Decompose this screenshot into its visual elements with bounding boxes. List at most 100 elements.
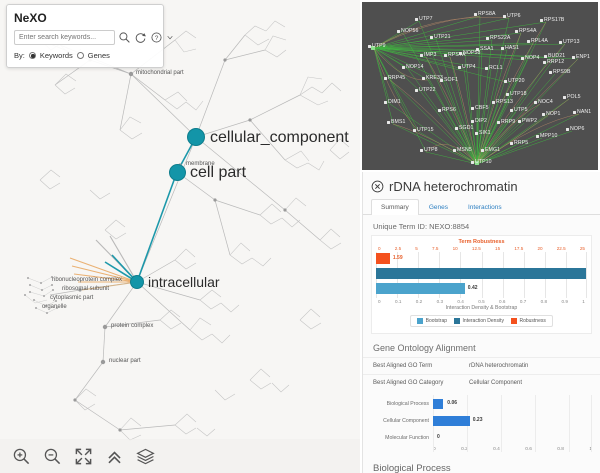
gene-node[interactable] <box>504 80 507 83</box>
legend-wrap: Bootstrap Interaction Density Robustness <box>376 311 587 329</box>
gene-node[interactable] <box>397 30 400 33</box>
gene-node[interactable] <box>422 77 425 80</box>
gene-node[interactable] <box>534 101 537 104</box>
go-bar-row-cellular-component: Cellular Component 0.23 <box>371 412 592 429</box>
gene-node[interactable] <box>459 52 462 55</box>
gene-node[interactable] <box>544 55 547 58</box>
bottom-tick: 0.5 <box>478 299 485 304</box>
gene-node[interactable] <box>471 161 474 164</box>
gene-node[interactable] <box>518 120 521 123</box>
gene-node[interactable] <box>387 121 390 124</box>
go-bar-row-biological-process: Biological Process 0.06 <box>371 395 592 412</box>
tab-genes[interactable]: Genes <box>428 204 448 211</box>
help-icon[interactable]: ? <box>150 31 163 44</box>
legend-swatch-bootstrap <box>417 318 424 324</box>
gene-node[interactable] <box>471 107 474 110</box>
ontology-tree-view[interactable]: cellular_component cell part intracellul… <box>0 0 360 473</box>
chevron-down-icon[interactable] <box>166 31 174 44</box>
gene-node[interactable] <box>510 109 513 112</box>
gene-node[interactable] <box>474 13 477 16</box>
gene-node[interactable] <box>515 30 518 33</box>
gene-node-hub-utp10[interactable] <box>475 161 480 166</box>
gene-node[interactable] <box>485 67 488 70</box>
gene-node[interactable] <box>438 109 441 112</box>
zoom-out-icon[interactable] <box>43 447 62 466</box>
bottom-tick: 0.9 <box>561 299 568 304</box>
go-bar-biological-process <box>433 398 443 409</box>
gene-node[interactable] <box>455 127 458 130</box>
gene-node[interactable] <box>444 54 447 57</box>
gene-interaction-network[interactable]: UTP9 UTP7 NOP56 UTP21 RPS8A UTP6 RPS17B RPS4A RP… <box>362 2 598 170</box>
gene-node[interactable] <box>573 111 576 114</box>
gene-node[interactable] <box>510 142 513 145</box>
search-input[interactable] <box>14 30 115 45</box>
go-value-molecular-function: 0 <box>436 433 440 440</box>
gene-node[interactable] <box>543 61 546 64</box>
gene-node[interactable] <box>453 149 456 152</box>
tree-toolbar[interactable] <box>0 439 360 473</box>
gene-node[interactable] <box>563 96 566 99</box>
go-value-biological-process: 0.06 <box>447 399 458 406</box>
gene-node[interactable] <box>384 77 387 80</box>
zoom-in-icon[interactable] <box>12 447 31 466</box>
gene-node[interactable] <box>475 132 478 135</box>
gene-node[interactable] <box>503 15 506 18</box>
gene-node[interactable] <box>476 48 479 51</box>
gene-node[interactable] <box>559 41 562 44</box>
chart-top-axis: 0 2.5 5 7.5 10 12.5 15 17.5 20 22.5 25 <box>376 246 587 251</box>
gene-node[interactable] <box>430 36 433 39</box>
tab-bar[interactable]: Summary Genes Interactions <box>363 198 600 215</box>
gene-node[interactable] <box>481 149 484 152</box>
refresh-icon[interactable] <box>134 31 147 44</box>
fit-screen-icon[interactable] <box>74 447 93 466</box>
gene-node[interactable] <box>402 66 405 69</box>
gene-node[interactable] <box>413 129 416 132</box>
go-bar-cellular-component <box>433 415 470 426</box>
gene-node[interactable] <box>527 40 530 43</box>
robustness-plot-area: 1.59 0.42 <box>376 252 588 298</box>
radio-keywords[interactable] <box>28 52 36 59</box>
gene-node[interactable] <box>540 19 543 22</box>
tab-interactions[interactable]: Interactions <box>467 204 502 211</box>
gene-node[interactable] <box>536 135 539 138</box>
top-tick: 12.5 <box>471 246 481 251</box>
gene-node[interactable] <box>501 47 504 50</box>
go-tick: 0.4 <box>493 447 500 452</box>
go-tick: 0.6 <box>525 447 532 452</box>
search-icon[interactable] <box>118 31 131 44</box>
term-info-panel[interactable]: rDNA heterochromatin Summary Genes Inter… <box>362 172 600 473</box>
gene-node[interactable] <box>542 113 545 116</box>
tab-summary[interactable]: Summary <box>371 199 419 215</box>
gene-node[interactable] <box>415 89 418 92</box>
graph-node-intracellular[interactable] <box>130 275 144 289</box>
gene-node[interactable] <box>506 93 509 96</box>
search-by-row[interactable]: By: Keywords Genes <box>14 51 156 60</box>
graph-node-cellular-component[interactable] <box>187 128 205 146</box>
gene-node[interactable] <box>420 149 423 152</box>
gene-node-hub-utp9[interactable] <box>371 46 376 51</box>
search-panel[interactable]: NeXO ? By: Keywords Genes <box>6 4 173 68</box>
radio-genes[interactable] <box>76 52 84 59</box>
gene-node[interactable] <box>368 45 371 48</box>
gene-node[interactable] <box>486 37 489 40</box>
gene-node[interactable] <box>420 54 423 57</box>
gene-node[interactable] <box>492 101 495 104</box>
gene-node[interactable] <box>521 57 524 60</box>
chart-legend: Bootstrap Interaction Density Robustness <box>410 315 553 327</box>
gene-node[interactable] <box>384 101 387 104</box>
gene-node[interactable] <box>572 56 575 59</box>
gene-node[interactable] <box>415 18 418 21</box>
layers-icon[interactable] <box>136 447 155 466</box>
ontology-tree-graph[interactable] <box>0 0 360 473</box>
graph-node-cell-part[interactable] <box>169 164 186 181</box>
search-row[interactable]: ? <box>14 30 173 45</box>
gene-node[interactable] <box>566 128 569 131</box>
gene-node[interactable] <box>440 79 443 82</box>
gene-node[interactable] <box>471 120 474 123</box>
go-tick: 0.8 <box>557 447 564 452</box>
close-circle-icon[interactable] <box>371 180 384 193</box>
gene-node[interactable] <box>458 66 461 69</box>
gene-node[interactable] <box>497 121 500 124</box>
collapse-icon[interactable] <box>105 447 124 466</box>
gene-node[interactable] <box>549 71 552 74</box>
